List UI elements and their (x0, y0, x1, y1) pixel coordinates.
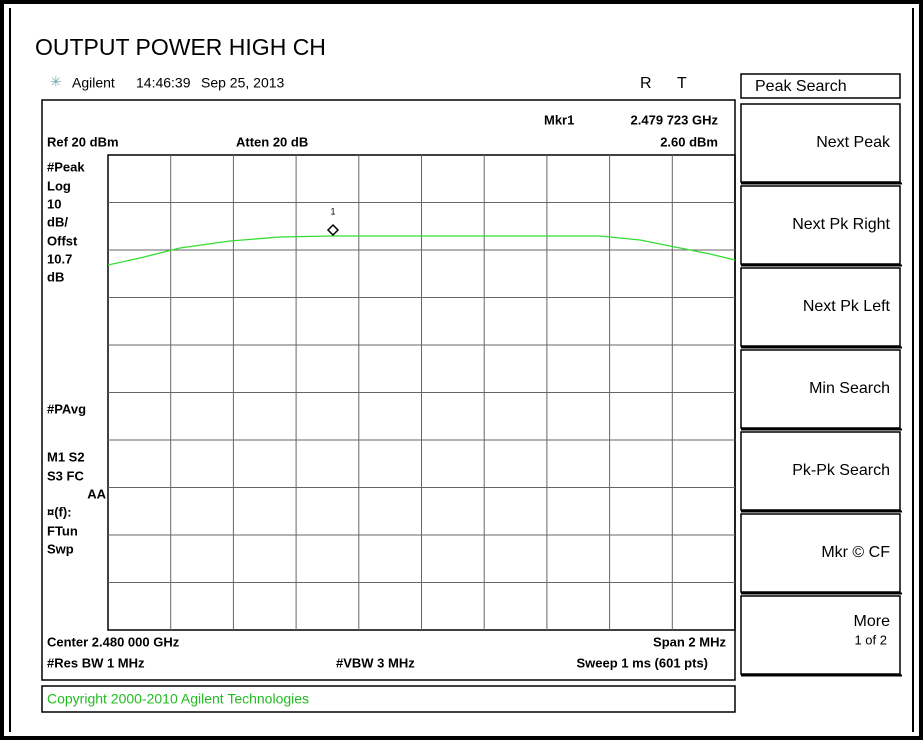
side-label: #PAvg (47, 401, 86, 416)
softkey-box (740, 513, 901, 593)
softkey-label: Next Peak (816, 134, 891, 151)
vbw: #VBW 3 MHz (336, 655, 415, 670)
status: T (677, 75, 687, 92)
side-label: Swp (47, 541, 74, 556)
attenuation: Atten 20 dB (236, 134, 308, 149)
side-label: dB (47, 269, 64, 284)
softkey-label: Mkr © CF (821, 544, 890, 561)
softkey[interactable]: More 1 of 2 (740, 595, 902, 677)
brand: Agilent (72, 75, 115, 91)
softkey-label: Next Pk Right (792, 216, 890, 233)
softkey-box (740, 103, 901, 183)
softkey-label: Pk-Pk Search (792, 462, 890, 479)
graticule (107, 154, 736, 631)
side-label: #Peak (47, 159, 85, 174)
softkey-box (740, 431, 901, 511)
res-bw: #Res BW 1 MHz (47, 655, 145, 670)
softkey[interactable]: Next Pk Right (740, 185, 902, 267)
copyright: Copyright 2000-2010 Agilent Technologies (47, 691, 309, 707)
side-label: S3 FC (47, 468, 84, 483)
marker-level: 2.60 dBm (660, 134, 718, 149)
softkey-sublabel: 1 of 2 (854, 632, 887, 647)
menu-title: Peak Search (755, 78, 847, 95)
side-label: 10 (47, 196, 61, 211)
softkey[interactable]: Next Peak (740, 103, 902, 185)
marker-frequency: 2.479 723 GHz (631, 112, 719, 127)
marker-diamond (326, 223, 340, 237)
side-label: M1 S2 (47, 449, 85, 464)
status: R (640, 75, 652, 92)
center-frequency: Center 2.480 000 GHz (47, 634, 180, 649)
softkey-label: More (854, 613, 891, 630)
date: Sep 25, 2013 (201, 75, 285, 91)
marker-number: 1 (330, 206, 335, 216)
softkey-box (740, 185, 901, 265)
logo: ✳ (50, 74, 62, 90)
side-label: Offst (47, 233, 78, 248)
softkey[interactable]: Pk-Pk Search (740, 431, 902, 513)
ref-level: Ref 20 dBm (47, 134, 119, 149)
side-label: FTun (47, 523, 78, 538)
side-label: Log (47, 178, 71, 193)
sweep: Sweep 1 ms (601 pts) (577, 655, 709, 670)
softkey-box (740, 349, 901, 429)
softkey-box (740, 267, 901, 347)
side-label: 10.7 (47, 251, 72, 266)
side-label: ¤(f): (47, 504, 72, 519)
softkey-label: Next Pk Left (803, 298, 891, 315)
side-label: dB/ (47, 214, 68, 229)
status-bar (41, 685, 736, 713)
softkey[interactable]: Min Search (740, 349, 902, 431)
marker-label: Mkr1 (544, 112, 574, 127)
time: 14:46:39 (136, 75, 191, 91)
softkey[interactable]: Next Pk Left (740, 267, 902, 349)
span: Span 2 MHz (653, 634, 726, 649)
softkey-box (740, 595, 901, 675)
softkey-label: Min Search (809, 380, 890, 397)
menu-title-box (740, 73, 901, 99)
trace (107, 235, 736, 266)
side-label: AA (87, 486, 106, 501)
title: OUTPUT POWER HIGH CH (35, 34, 326, 60)
softkey[interactable]: Mkr © CF (740, 513, 902, 595)
